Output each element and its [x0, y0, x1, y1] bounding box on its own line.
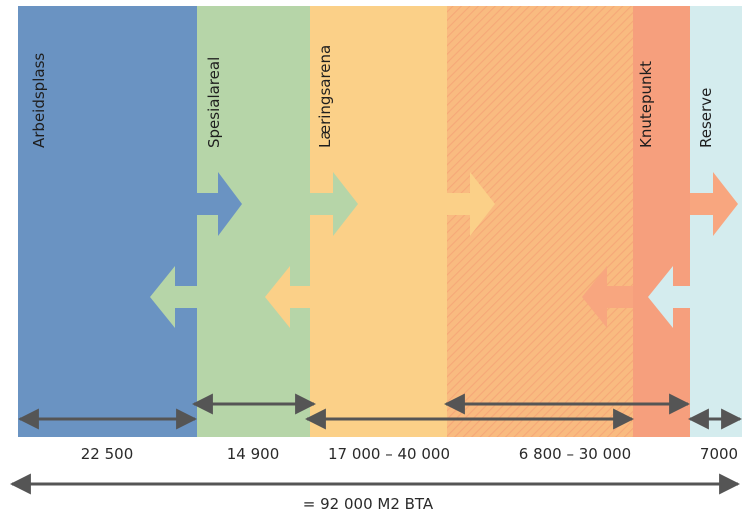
value-laeringsarena: 17 000 – 40 000	[328, 445, 450, 463]
zone-arbeidsplass	[18, 6, 197, 437]
zone-labels: Arbeidsplass Spesialareal Læringsarena K…	[30, 45, 715, 148]
value-reserve: 7000	[700, 445, 738, 463]
zone-laeringsarena	[310, 6, 447, 437]
zone-label-laeringsarena: Læringsarena	[316, 45, 334, 148]
flow-arrow-right-icon	[310, 172, 358, 236]
zone-label-knutepunkt: Knutepunkt	[637, 61, 655, 148]
flow-arrow-left-icon	[150, 266, 197, 328]
flow-arrows-right	[197, 172, 738, 236]
zone-spesialareal	[197, 6, 310, 437]
zone-label-arbeidsplass: Arbeidsplass	[30, 53, 48, 148]
total-label: = 92 000 M2 BTA	[303, 495, 434, 513]
flow-arrow-left-icon	[265, 266, 310, 328]
flow-arrow-right-icon	[197, 172, 242, 236]
flow-arrow-left-icon	[648, 266, 690, 328]
value-knutepunkt: 6 800 – 30 000	[519, 445, 631, 463]
value-spesialareal: 14 900	[227, 445, 280, 463]
flow-arrow-right-icon	[690, 172, 738, 236]
flow-arrow-right-icon	[447, 172, 495, 236]
zone-label-reserve: Reserve	[697, 88, 715, 148]
zone-knutepunkt	[633, 6, 690, 437]
flow-arrow-left-icon	[582, 266, 633, 328]
zone-label-spesialareal: Spesialareal	[205, 57, 223, 148]
zone-columns	[18, 6, 742, 437]
value-labels: 22 500 14 900 17 000 – 40 000 6 800 – 30…	[81, 445, 738, 463]
flow-arrows-left	[150, 266, 690, 328]
measure-arrows	[17, 393, 742, 430]
value-arbeidsplass: 22 500	[81, 445, 134, 463]
